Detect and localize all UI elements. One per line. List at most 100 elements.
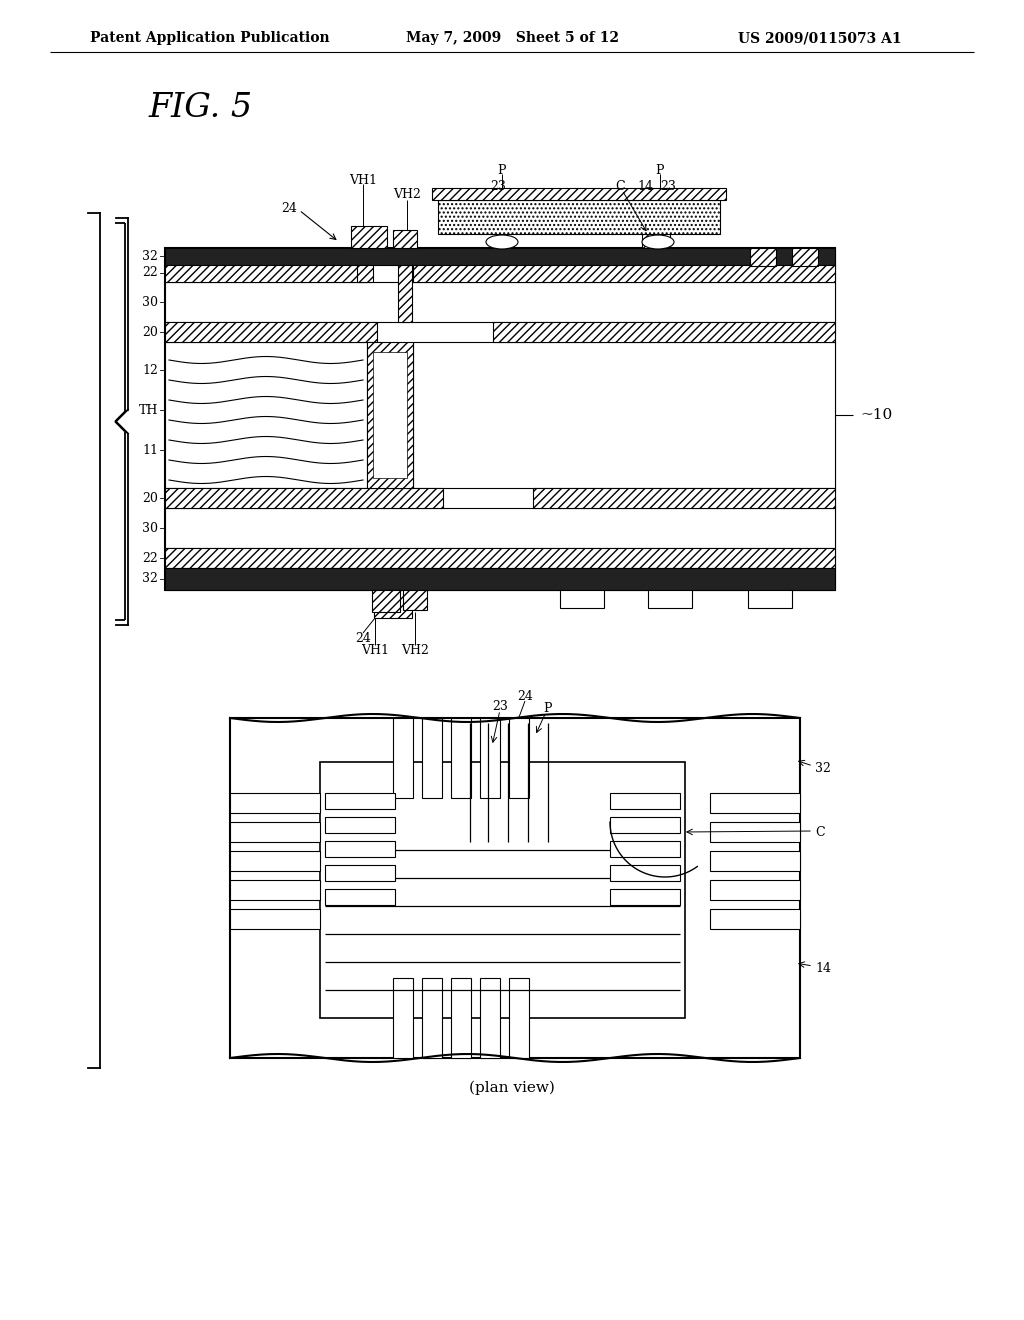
- Text: 24: 24: [282, 202, 297, 214]
- Bar: [325, 841, 395, 857]
- Bar: [509, 978, 529, 1059]
- Bar: [610, 817, 680, 833]
- Bar: [165, 568, 835, 590]
- Bar: [325, 793, 395, 809]
- Text: ~10: ~10: [860, 408, 892, 422]
- Bar: [509, 718, 529, 799]
- Bar: [319, 762, 685, 1018]
- Bar: [325, 817, 395, 833]
- Bar: [393, 230, 417, 248]
- Bar: [165, 508, 835, 548]
- Bar: [357, 265, 373, 282]
- Bar: [432, 187, 726, 201]
- Bar: [710, 851, 800, 871]
- Bar: [750, 248, 776, 267]
- Bar: [610, 888, 680, 906]
- Text: P: P: [655, 164, 665, 177]
- Text: 23: 23: [660, 181, 676, 194]
- Text: 22: 22: [142, 267, 158, 280]
- Bar: [710, 909, 800, 929]
- Bar: [374, 590, 412, 618]
- Bar: [165, 282, 835, 322]
- Bar: [230, 909, 319, 929]
- Bar: [325, 888, 395, 906]
- Bar: [373, 352, 407, 478]
- Text: 24: 24: [517, 689, 532, 702]
- Text: P: P: [498, 164, 506, 177]
- Bar: [372, 590, 400, 612]
- Text: 32: 32: [142, 573, 158, 586]
- Bar: [325, 865, 395, 880]
- Text: 23: 23: [490, 181, 506, 194]
- Bar: [451, 718, 471, 799]
- Text: TH: TH: [138, 404, 158, 417]
- Text: US 2009/0115073 A1: US 2009/0115073 A1: [738, 30, 902, 45]
- Text: 20: 20: [142, 491, 158, 504]
- Bar: [422, 718, 442, 799]
- Text: VH2: VH2: [401, 644, 429, 656]
- Bar: [493, 322, 835, 342]
- Bar: [165, 248, 835, 265]
- Text: P: P: [544, 701, 552, 714]
- Text: 30: 30: [142, 521, 158, 535]
- Text: 32: 32: [142, 249, 158, 263]
- Bar: [648, 590, 692, 609]
- Bar: [610, 841, 680, 857]
- Ellipse shape: [486, 235, 518, 249]
- Bar: [792, 248, 818, 267]
- Bar: [403, 590, 427, 610]
- Bar: [351, 226, 387, 248]
- Text: VH1: VH1: [361, 644, 389, 656]
- Bar: [710, 793, 800, 813]
- Bar: [165, 322, 377, 342]
- Bar: [398, 265, 412, 322]
- Text: C: C: [815, 826, 824, 840]
- Bar: [367, 342, 413, 488]
- Text: 11: 11: [142, 444, 158, 457]
- Text: 14: 14: [637, 181, 653, 194]
- Bar: [165, 548, 835, 568]
- Text: Patent Application Publication: Patent Application Publication: [90, 30, 330, 45]
- Bar: [710, 822, 800, 842]
- Bar: [230, 793, 319, 813]
- Text: 24: 24: [355, 631, 371, 644]
- Text: 12: 12: [142, 363, 158, 376]
- Text: VH2: VH2: [393, 189, 421, 202]
- Bar: [165, 248, 835, 590]
- Bar: [480, 978, 500, 1059]
- Bar: [438, 201, 720, 234]
- Bar: [165, 488, 443, 508]
- Text: 30: 30: [142, 296, 158, 309]
- Text: May 7, 2009   Sheet 5 of 12: May 7, 2009 Sheet 5 of 12: [406, 30, 618, 45]
- Bar: [560, 590, 604, 609]
- Bar: [610, 793, 680, 809]
- Text: C: C: [615, 181, 625, 194]
- Text: (plan view): (plan view): [469, 1081, 555, 1096]
- Text: FIG. 5: FIG. 5: [148, 92, 252, 124]
- Bar: [710, 880, 800, 900]
- Text: 22: 22: [142, 552, 158, 565]
- Bar: [393, 718, 413, 799]
- Bar: [230, 822, 319, 842]
- Bar: [230, 851, 319, 871]
- Bar: [480, 718, 500, 799]
- Text: 23: 23: [493, 700, 508, 713]
- Bar: [413, 342, 835, 488]
- Bar: [534, 488, 835, 508]
- Bar: [748, 590, 792, 609]
- Bar: [165, 265, 367, 282]
- Text: 20: 20: [142, 326, 158, 338]
- Bar: [451, 978, 471, 1059]
- Ellipse shape: [642, 235, 674, 249]
- Text: 32: 32: [815, 762, 830, 775]
- Text: VH1: VH1: [349, 173, 377, 186]
- Text: 14: 14: [815, 961, 831, 974]
- Bar: [393, 978, 413, 1059]
- Bar: [165, 342, 367, 488]
- Bar: [230, 880, 319, 900]
- Bar: [642, 232, 670, 248]
- Bar: [413, 265, 835, 282]
- Bar: [422, 978, 442, 1059]
- Bar: [610, 865, 680, 880]
- Bar: [230, 718, 800, 1059]
